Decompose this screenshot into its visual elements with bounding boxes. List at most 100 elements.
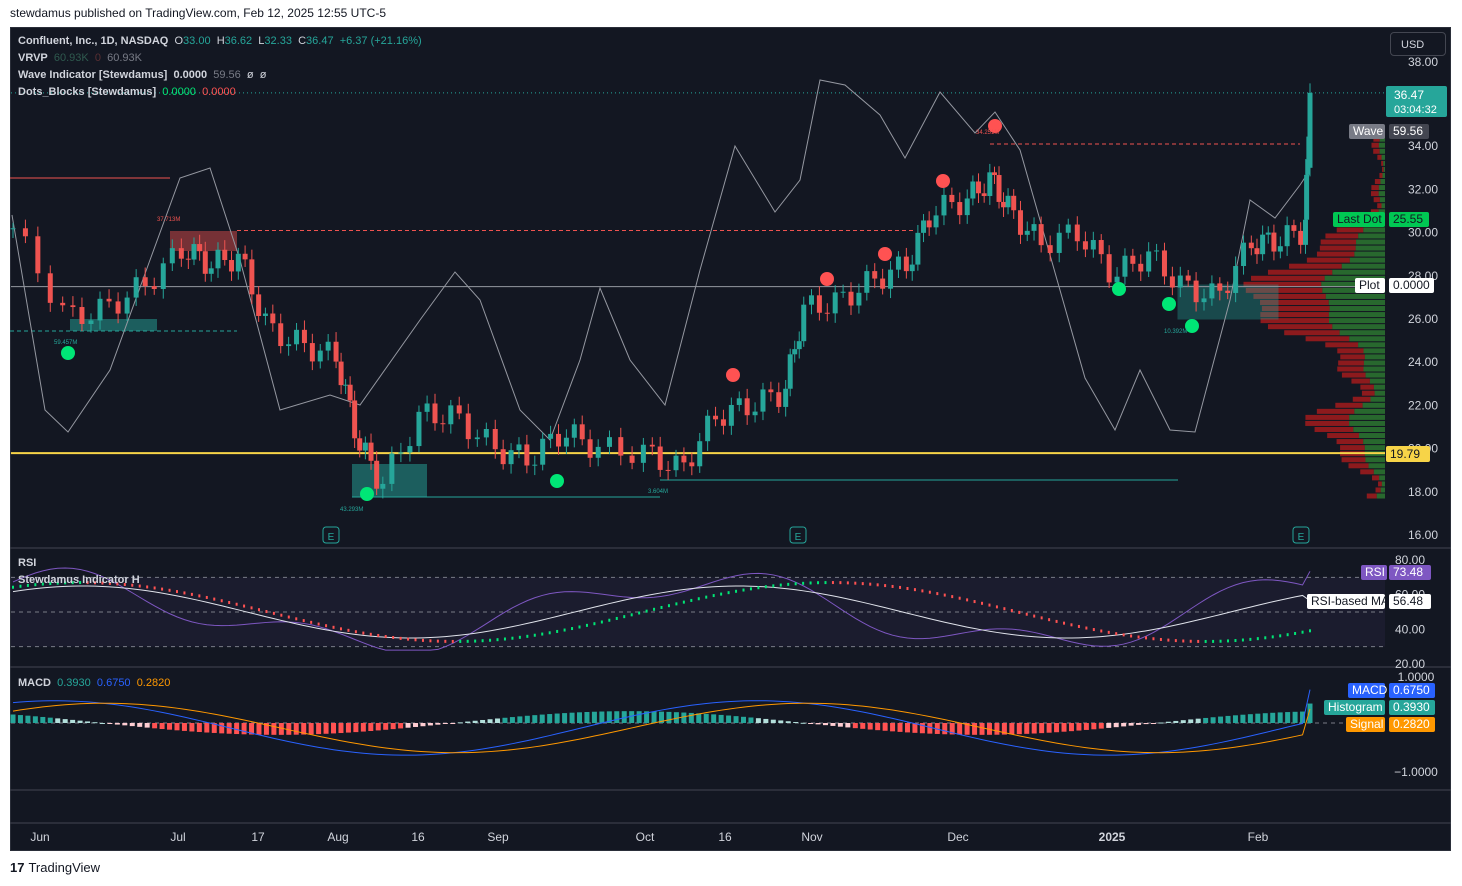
stewdamus-mark <box>846 581 849 585</box>
stewdamus-mark <box>1077 624 1080 628</box>
macd-histogram-bar <box>1024 723 1030 734</box>
macd-histogram-bar <box>696 713 702 723</box>
chart-frame[interactable] <box>10 27 1451 851</box>
candle-body <box>197 244 203 252</box>
earnings-e-icon: E <box>328 532 335 543</box>
candle-body <box>215 249 221 269</box>
stewdamus-mark <box>720 592 723 596</box>
candle-body <box>47 273 53 303</box>
profile-bar-up <box>1358 342 1385 348</box>
macd-histogram-bar <box>688 712 694 723</box>
stewdamus-mark <box>995 605 998 609</box>
candle-body <box>333 341 339 362</box>
stewdamus-mark <box>354 630 357 634</box>
stewdamus-mark <box>1241 638 1244 642</box>
stewdamus-legend[interactable]: Stewdamus Indicator H <box>18 574 140 586</box>
profile-bar-down <box>1352 396 1371 402</box>
candle-body <box>996 175 1002 202</box>
macd-histogram-bar <box>770 719 776 723</box>
wave-value: 0.0000 <box>173 69 208 81</box>
stewdamus-mark <box>981 601 984 605</box>
rsi-legend[interactable]: RSI <box>18 557 36 569</box>
macd-badge-name: MACD <box>1352 683 1388 697</box>
stewdamus-mark <box>250 606 253 610</box>
candle-body <box>760 389 766 412</box>
stewdamus-mark <box>1256 637 1259 641</box>
candle-body <box>848 291 854 306</box>
signal-line <box>12 702 1311 754</box>
macd-histogram-bar <box>1001 723 1007 735</box>
stewdamus-mark <box>1063 621 1066 625</box>
macd-histogram-bar <box>1247 714 1253 723</box>
candle-body <box>1177 275 1183 288</box>
stewdamus-mark <box>660 605 663 609</box>
dots-label: Dots_Blocks [Stewdamus] <box>18 86 157 98</box>
price-badges: 36.47 03:04:32 Wave 59.56 Last Dot 25.55 Plot 0… <box>1307 86 1447 732</box>
profile-bar-up <box>1358 233 1385 239</box>
candle-body <box>720 419 726 426</box>
stewdamus-mark <box>705 595 708 599</box>
macd-histogram-bar <box>822 723 828 726</box>
profile-bar-down <box>1375 487 1381 493</box>
symbol-legend[interactable]: Confluent, Inc., 1D, NASDAQ O33.00 H36.6… <box>18 35 422 47</box>
profile-bar-up <box>1365 372 1385 378</box>
macd-histogram-bar <box>480 719 486 723</box>
stewdamus-mark <box>1286 633 1289 637</box>
candle-body <box>1154 250 1160 252</box>
stewdamus-mark <box>79 581 82 585</box>
stewdamus-mark <box>451 639 454 643</box>
stewdamus-mark <box>1152 637 1155 641</box>
close-label: C <box>298 35 307 47</box>
candle-body <box>768 389 774 393</box>
stewdamus-mark <box>56 581 59 585</box>
candle-body <box>895 256 901 270</box>
macd-histogram-bar <box>629 711 635 723</box>
candle-body <box>532 464 538 466</box>
y-tick-label: 32.00 <box>1408 182 1438 196</box>
macd-histogram-bar <box>345 723 351 733</box>
profile-bar-up <box>1355 245 1385 251</box>
macd-histogram-bar <box>77 720 83 723</box>
candle-body <box>389 453 395 484</box>
plot-badge-value: 0.0000 <box>1393 278 1430 292</box>
axes: Jun Jul 17 Aug 16 Sep Oct 16 Nov Dec 2025 Feb 16.00 1… <box>30 55 1438 844</box>
macd-histogram-bar <box>1039 723 1045 734</box>
stewdamus-mark <box>131 583 134 587</box>
symbol-name: Confluent, Inc., 1D, NASDAQ <box>18 35 169 47</box>
macd-value: 0.2820 <box>136 677 171 689</box>
stewdamus-mark <box>563 628 566 632</box>
macd-histogram-bar <box>942 723 948 735</box>
earnings-e-icon: E <box>1298 532 1305 543</box>
macd-histogram-bar <box>263 723 269 735</box>
macd-histogram-bar <box>487 719 493 723</box>
stewdamus-mark <box>325 624 328 628</box>
candles <box>10 83 1313 499</box>
stewdamus-mark <box>310 620 313 624</box>
macd-histogram-bar <box>852 723 858 729</box>
profile-bar-up <box>1363 366 1385 372</box>
wave-badge-name-bg <box>1349 124 1385 139</box>
profile-bar-up <box>1379 197 1385 203</box>
wave-badge-value-bg <box>1389 124 1429 139</box>
y-tick-label: 18.00 <box>1408 485 1438 499</box>
candle-body <box>88 320 94 324</box>
macd-histogram-bar <box>778 720 784 723</box>
currency-button[interactable]: USD <box>1390 32 1446 56</box>
vrvp-legend[interactable]: VRVP 60.93K 0 60.93K <box>18 52 142 64</box>
stewdamus-mark <box>49 582 52 586</box>
candle-body <box>432 403 438 424</box>
macd-histogram-bar <box>547 714 553 723</box>
candle-body <box>178 248 184 259</box>
candle-body <box>142 277 148 287</box>
dots-legend[interactable]: Dots_Blocks [Stewdamus] 0.0000 0.0000 <box>18 86 236 98</box>
profile-bar-up <box>1381 203 1385 209</box>
macd-legend[interactable]: MACD 0.3930 0.6750 0.2820 <box>18 677 170 689</box>
candle-body <box>949 194 955 203</box>
profile-bar-up <box>1353 426 1385 432</box>
candle-body <box>665 469 671 471</box>
profile-bar-down <box>1378 481 1382 487</box>
macd-histogram-bar <box>278 723 284 735</box>
stewdamus-mark <box>339 627 342 631</box>
wave-legend[interactable]: Wave Indicator [Stewdamus] 0.0000 59.56 … <box>18 69 267 81</box>
